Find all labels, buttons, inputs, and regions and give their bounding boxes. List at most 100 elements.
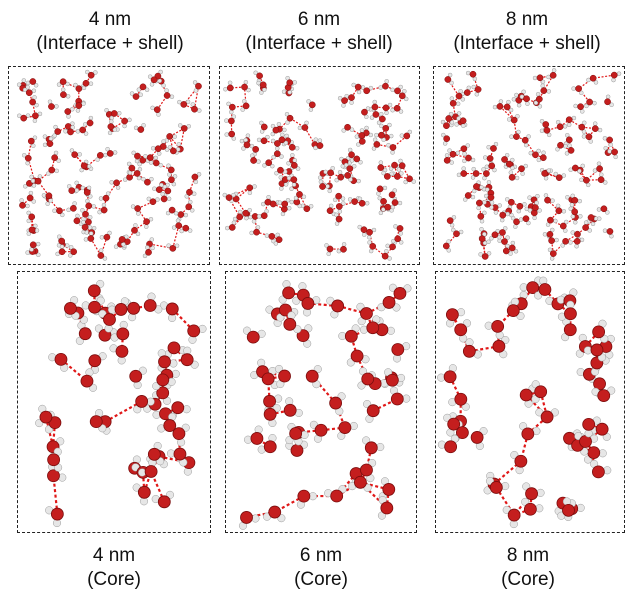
hydrogen-atom [193, 88, 199, 93]
hydrogen-atom [356, 89, 362, 95]
oxygen-atom [180, 125, 188, 132]
oxygen-atom [146, 154, 154, 161]
hydrogen-atom [535, 91, 541, 97]
hydrogen-atom [165, 210, 171, 216]
hydrogen-atom [546, 168, 552, 173]
hydrogen-atom [482, 200, 487, 205]
caption-top-4nm: 4 nm (Interface + shell) [10, 8, 210, 56]
hydrogen-atom [403, 179, 408, 185]
hydrogen-atom [308, 203, 314, 209]
oxygen-atom [586, 98, 593, 106]
oxygen-atom [521, 427, 535, 441]
hydrogen-atom [502, 226, 508, 231]
oxygen-atom [382, 82, 389, 90]
oxygen-atom [46, 140, 54, 148]
hydrogen-atom [332, 197, 338, 203]
caption-size: 6 nm [297, 9, 341, 30]
oxygen-atom [513, 218, 520, 226]
hydrogen-atom [568, 240, 573, 245]
hydrogen-atom [539, 128, 545, 134]
atom-layer [238, 280, 412, 530]
hydrogen-bond [513, 120, 518, 137]
hydrogen-atom [481, 167, 486, 172]
hydrogen-atom [164, 88, 169, 93]
hydrogen-atom [527, 208, 533, 213]
oxygen-atom [360, 226, 368, 234]
oxygen-atom [472, 170, 480, 177]
hydrogen-bond [137, 201, 154, 210]
hydrogen-atom [192, 80, 198, 85]
oxygen-atom [154, 145, 162, 153]
hydrogen-bond [449, 376, 462, 400]
oxygen-atom [64, 108, 72, 115]
hydrogen-atom [343, 162, 349, 168]
oxygen-atom [393, 104, 401, 112]
oxygen-atom [58, 248, 66, 256]
oxygen-atom [381, 252, 389, 260]
oxygen-atom [149, 198, 157, 206]
hydrogen-atom [179, 228, 184, 234]
hydrogen-atom [251, 219, 257, 224]
hydrogen-atom [579, 237, 585, 243]
oxygen-atom [337, 173, 345, 181]
hydrogen-atom [607, 149, 612, 154]
hydrogen-bond [347, 126, 363, 137]
panel-shell-6nm [219, 66, 420, 265]
hydrogen-atom [497, 234, 502, 240]
oxygen-atom [172, 427, 186, 441]
oxygen-atom [382, 104, 390, 112]
hydrogen-atom [256, 159, 261, 164]
atom-layer [440, 68, 622, 261]
hydrogen-atom [88, 81, 94, 86]
hydrogen-atom [364, 125, 369, 131]
hydrogen-bond [188, 176, 196, 193]
oxygen-atom [116, 327, 130, 341]
hydrogen-atom [579, 177, 584, 183]
hydrogen-atom [560, 243, 565, 248]
hydrogen-atom [30, 178, 36, 184]
oxygen-atom [132, 93, 140, 100]
oxygen-atom [592, 325, 606, 339]
hydrogen-atom [177, 123, 183, 128]
oxygen-atom [331, 299, 345, 313]
hydrogen-atom [297, 203, 302, 209]
oxygen-atom [369, 242, 377, 250]
hydrogen-atom [244, 215, 249, 221]
hydrogen-bond [472, 74, 479, 90]
oxygen-atom [34, 177, 42, 185]
oxygen-atom [389, 243, 396, 251]
hydrogen-atom [392, 188, 397, 193]
oxygen-atom [490, 145, 497, 152]
oxygen-atom [225, 194, 233, 201]
hydrogen-atom [337, 170, 343, 175]
hydrogen-atom [584, 103, 589, 109]
oxygen-atom [338, 421, 352, 434]
hydrogen-bond [254, 216, 258, 233]
oxygen-atom [127, 301, 141, 315]
caption-size: 4 nm [88, 9, 132, 30]
hydrogen-atom [279, 154, 284, 159]
hydrogen-atom [53, 150, 59, 156]
oxygen-atom [595, 422, 609, 436]
oxygen-atom [81, 223, 89, 231]
hydrogen-atom [239, 138, 245, 144]
hydrogen-atom [292, 80, 297, 85]
oxygen-atom [488, 162, 496, 170]
hydrogen-atom [161, 139, 166, 144]
oxygen-atom [491, 231, 499, 239]
hydrogen-atom [141, 123, 146, 128]
hydrogen-atom [505, 197, 510, 202]
hydrogen-atom [247, 190, 253, 196]
oxygen-atom [446, 217, 454, 224]
oxygen-atom [157, 495, 171, 509]
hydrogen-atom [284, 133, 289, 139]
oxygen-atom [261, 372, 275, 386]
hydrogen-atom [270, 131, 276, 137]
oxygen-atom [562, 503, 575, 517]
oxygen-atom [358, 132, 366, 139]
oxygen-atom [87, 235, 95, 242]
hydrogen-atom [136, 87, 142, 92]
oxygen-atom [544, 196, 551, 204]
hydrogen-bond [104, 400, 143, 423]
hydrogen-bond [298, 194, 308, 210]
